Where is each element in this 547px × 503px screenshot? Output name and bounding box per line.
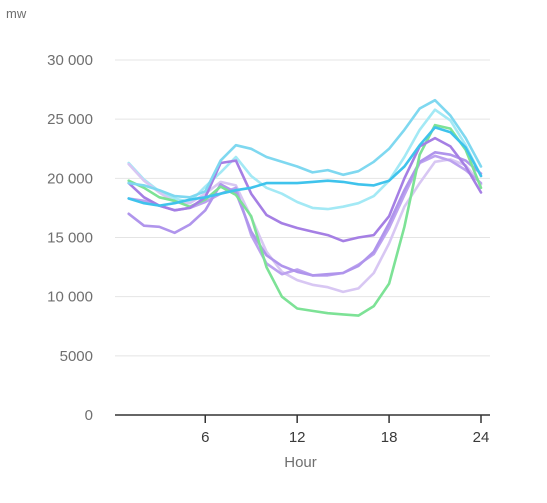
y-tick-label: 10 000: [47, 289, 93, 306]
series-line-7: [127, 98, 483, 199]
x-axis-ticks: 6 12 18 24: [201, 415, 489, 446]
unit-label: mw: [6, 6, 27, 21]
series-line-5: [127, 123, 483, 317]
x-axis-label: Hour: [284, 454, 317, 471]
x-tick-label: 24: [473, 429, 490, 446]
x-tick-label: 6: [201, 429, 209, 446]
y-axis-tick-labels: 0 5000 10 000 15 000 20 000 25 000 30 000: [47, 52, 93, 424]
x-tick-label: 18: [381, 429, 398, 446]
y-tick-label: 20 000: [47, 170, 93, 187]
y-tick-label: 30 000: [47, 52, 93, 69]
gridlines: [115, 59, 490, 357]
series-line-2: [127, 158, 483, 294]
x-tick-label: 12: [289, 429, 306, 446]
series-lines: [127, 98, 483, 317]
series-line-3: [127, 154, 483, 277]
series-line-6: [127, 136, 483, 243]
y-tick-label: 15 000: [47, 230, 93, 247]
series-line-8: [127, 126, 483, 207]
y-tick-label: 5000: [60, 348, 93, 365]
series-line-4: [127, 151, 483, 277]
y-tick-label: 25 000: [47, 111, 93, 128]
y-tick-label: 0: [85, 407, 93, 424]
